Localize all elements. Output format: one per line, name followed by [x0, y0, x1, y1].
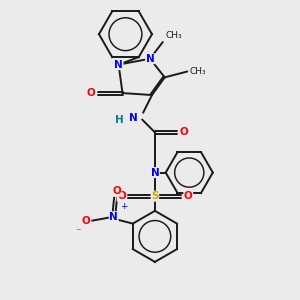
- Text: N: N: [129, 112, 138, 123]
- Text: O: O: [184, 191, 193, 201]
- Text: CH₃: CH₃: [189, 67, 206, 76]
- Text: O: O: [87, 88, 95, 98]
- Text: O: O: [117, 191, 126, 201]
- Text: N: N: [146, 54, 154, 64]
- Text: N: N: [109, 212, 118, 222]
- Text: N: N: [114, 60, 123, 70]
- Text: N: N: [151, 168, 159, 178]
- Text: O: O: [112, 186, 121, 196]
- Text: ⁻: ⁻: [76, 227, 81, 238]
- Text: S: S: [151, 191, 159, 201]
- Text: CH₃: CH₃: [166, 31, 182, 40]
- Text: +: +: [121, 202, 128, 211]
- Text: H: H: [115, 115, 124, 124]
- Text: O: O: [82, 216, 91, 226]
- Text: O: O: [180, 127, 189, 137]
